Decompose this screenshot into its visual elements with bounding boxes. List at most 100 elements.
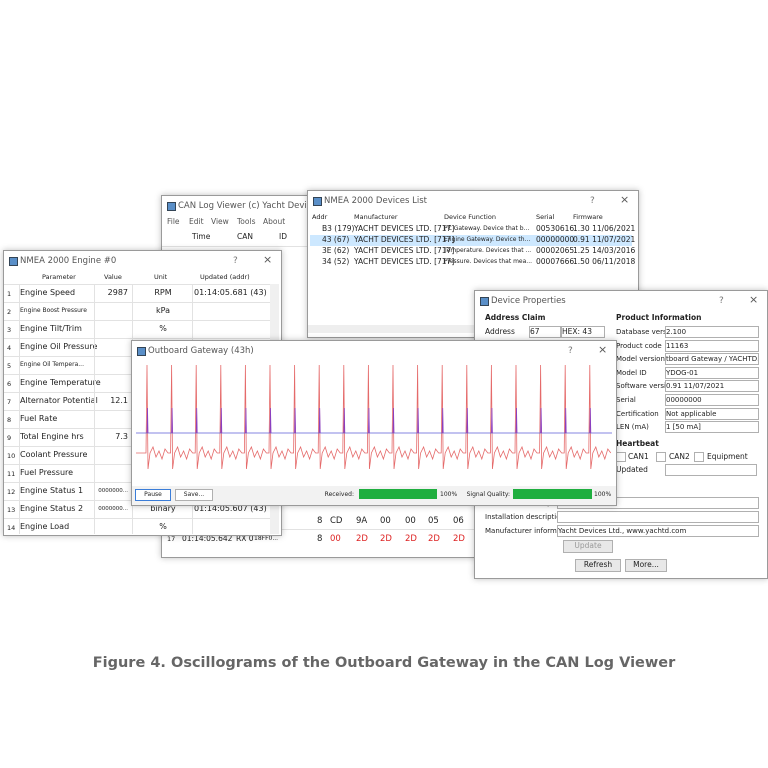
address-input[interactable]: 67: [529, 326, 561, 338]
received-label: Received:: [324, 491, 354, 498]
window-title: NMEA 2000 Engine #0: [20, 256, 117, 266]
close-button[interactable]: ×: [263, 253, 273, 266]
parameter: Engine Load: [20, 522, 70, 531]
column-header: Addr: [312, 213, 328, 221]
device-cell[interactable]: Engine Gateway. Device th...: [444, 236, 531, 243]
device-cell[interactable]: YACHT DEVICES LTD. [717]: [354, 235, 455, 244]
button[interactable]: More...: [625, 559, 667, 572]
column-header: Device Function: [444, 213, 496, 221]
device-cell[interactable]: B3 (179): [322, 224, 355, 233]
byte-cell: 00: [330, 534, 341, 544]
device-cell[interactable]: 0.91 11/07/2021: [573, 235, 636, 244]
menu-item[interactable]: View: [211, 217, 229, 226]
field-label: Serial: [616, 396, 636, 404]
text-input[interactable]: Yacht Devices Ltd., www.yachtd.com: [557, 525, 759, 537]
window-icon: [480, 297, 489, 306]
value: 12.1: [110, 396, 128, 405]
parameter: Engine Tilt/Trim: [20, 324, 82, 333]
close-button[interactable]: ×: [598, 343, 608, 356]
device-cell[interactable]: 1.25 14/03/2016: [573, 246, 636, 255]
row-number: 2: [7, 308, 12, 316]
window-title: Device Properties: [491, 296, 566, 306]
button[interactable]: Refresh: [575, 559, 621, 572]
device-cell[interactable]: 34 (52): [322, 257, 350, 266]
menu-item[interactable]: About: [263, 217, 286, 226]
value: 0000000...: [98, 488, 128, 494]
checkbox-label: CAN1: [628, 452, 649, 461]
device-cell[interactable]: YACHT DEVICES LTD. [717]: [354, 224, 455, 233]
checkbox[interactable]: [694, 452, 704, 462]
column-header: Value: [104, 273, 122, 281]
menu-item[interactable]: Edit: [189, 217, 204, 226]
parameter: Alternator Potential: [20, 396, 98, 405]
row-line: [4, 320, 270, 321]
pause-button[interactable]: Pause: [135, 489, 171, 501]
received-percent: 100%: [440, 491, 458, 498]
device-cell[interactable]: Temperature. Devices that ...: [444, 247, 532, 254]
help-button[interactable]: ?: [568, 346, 573, 356]
oscillogram: [136, 364, 612, 470]
field-label: Model version: [616, 355, 665, 364]
device-cell[interactable]: 1.50 06/11/2018: [573, 257, 636, 266]
updated: 01:14:05.607 (43): [194, 504, 267, 513]
device-cell[interactable]: YACHT DEVICES LTD. [717]: [354, 257, 455, 266]
device-cell[interactable]: 43 (67): [322, 235, 350, 244]
column-header: ID: [279, 232, 287, 241]
window-icon: [9, 257, 18, 266]
byte-cell: CD: [330, 516, 343, 526]
device-cell[interactable]: 00007666: [536, 257, 575, 266]
column-header: Serial: [536, 213, 555, 221]
menu-item[interactable]: File: [167, 217, 180, 226]
parameter: Engine Oil Tempera...: [20, 361, 84, 368]
row-number: 4: [7, 344, 12, 352]
help-button[interactable]: ?: [719, 296, 724, 306]
row-number: 5: [7, 362, 12, 370]
byte-cell: 2D: [428, 534, 440, 544]
help-button[interactable]: ?: [233, 256, 238, 266]
help-button[interactable]: ?: [590, 196, 595, 206]
unit: %: [159, 324, 167, 333]
checkbox-label: CAN2: [669, 452, 690, 461]
device-cell[interactable]: 1.30 11/06/2021: [573, 224, 636, 233]
device-cell[interactable]: Pressure. Devices that mea...: [444, 258, 533, 265]
byte-cell: 06: [453, 516, 464, 526]
parameter: Fuel Pressure: [20, 468, 74, 477]
device-cell[interactable]: 00000000: [536, 235, 575, 244]
save-button[interactable]: Save...: [175, 489, 213, 501]
checkbox[interactable]: [656, 452, 666, 462]
column-header: CAN: [237, 232, 253, 241]
row-line: [4, 518, 270, 519]
menu-item[interactable]: Tools: [237, 217, 256, 226]
text-input[interactable]: [557, 511, 759, 523]
byte-cell: 00: [405, 516, 416, 526]
row-line: [4, 302, 270, 303]
value: 2987: [107, 288, 128, 297]
device-cell[interactable]: YACHT DEVICES LTD. [717]: [354, 246, 455, 255]
device-cell[interactable]: PC Gateway. Device that b...: [444, 225, 530, 232]
field-value: 00000000: [665, 394, 759, 406]
device-cell[interactable]: 3E (62): [322, 246, 350, 255]
field-label: Model ID: [616, 368, 647, 377]
parameter: Engine Boost Pressure: [20, 307, 87, 314]
section-title: Product Information: [616, 313, 702, 322]
label: Updated: [616, 465, 648, 474]
field-value: tboard Gateway / YACHTD.COM: [665, 353, 759, 366]
byte-cell: 05: [428, 516, 439, 526]
device-cell[interactable]: 00002065: [536, 246, 575, 255]
parameter: Engine Oil Pressure: [20, 342, 98, 351]
row-number: 14: [7, 524, 16, 532]
checkbox[interactable]: [616, 452, 626, 462]
parameter: Total Engine hrs: [20, 432, 84, 441]
field-value: 2.100: [665, 326, 759, 338]
field-label: Software version: [616, 382, 675, 391]
close-button[interactable]: ×: [749, 293, 759, 306]
byte-cell: 2D: [453, 534, 465, 544]
button[interactable]: Update: [563, 540, 613, 553]
hex-input[interactable]: HEX: 43: [561, 326, 605, 338]
row-number: 17: [167, 535, 176, 543]
field-label: Certification: [616, 409, 659, 418]
device-cell[interactable]: 00530616: [536, 224, 575, 233]
row-line: [162, 529, 478, 530]
close-button[interactable]: ×: [620, 193, 630, 206]
gateway-window: Outboard Gateway (43h)? × Pause Save... Rece…: [131, 340, 617, 506]
